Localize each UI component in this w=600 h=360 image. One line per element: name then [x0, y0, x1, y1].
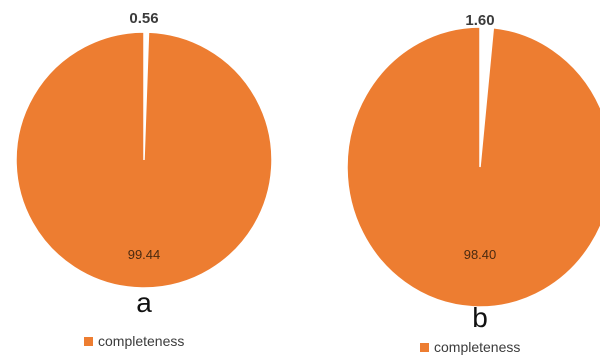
- pie-slice-a-2: [15, 31, 273, 289]
- data-label-large-a: 99.44: [128, 247, 161, 262]
- panel-letter-b: b: [472, 302, 488, 333]
- legend-label-b: completeness: [434, 339, 520, 355]
- panel-letter-a: a: [136, 287, 152, 318]
- slices-b: [346, 26, 600, 308]
- data-label-large-b: 98.40: [464, 247, 497, 262]
- pie-chart-a: 0.56 99.44 a completeness: [15, 10, 273, 349]
- data-label-small-b: 1.60: [465, 12, 494, 29]
- legend-swatch-a: [84, 337, 93, 346]
- legend-label-a: completeness: [98, 333, 184, 349]
- slices-a: [15, 31, 273, 289]
- pie-slice-b-2: [346, 26, 600, 308]
- data-label-small-a: 0.56: [129, 10, 158, 27]
- legend-swatch-b: [420, 343, 429, 352]
- pie-chart-b: 1.60 98.40 b completeness: [346, 12, 600, 355]
